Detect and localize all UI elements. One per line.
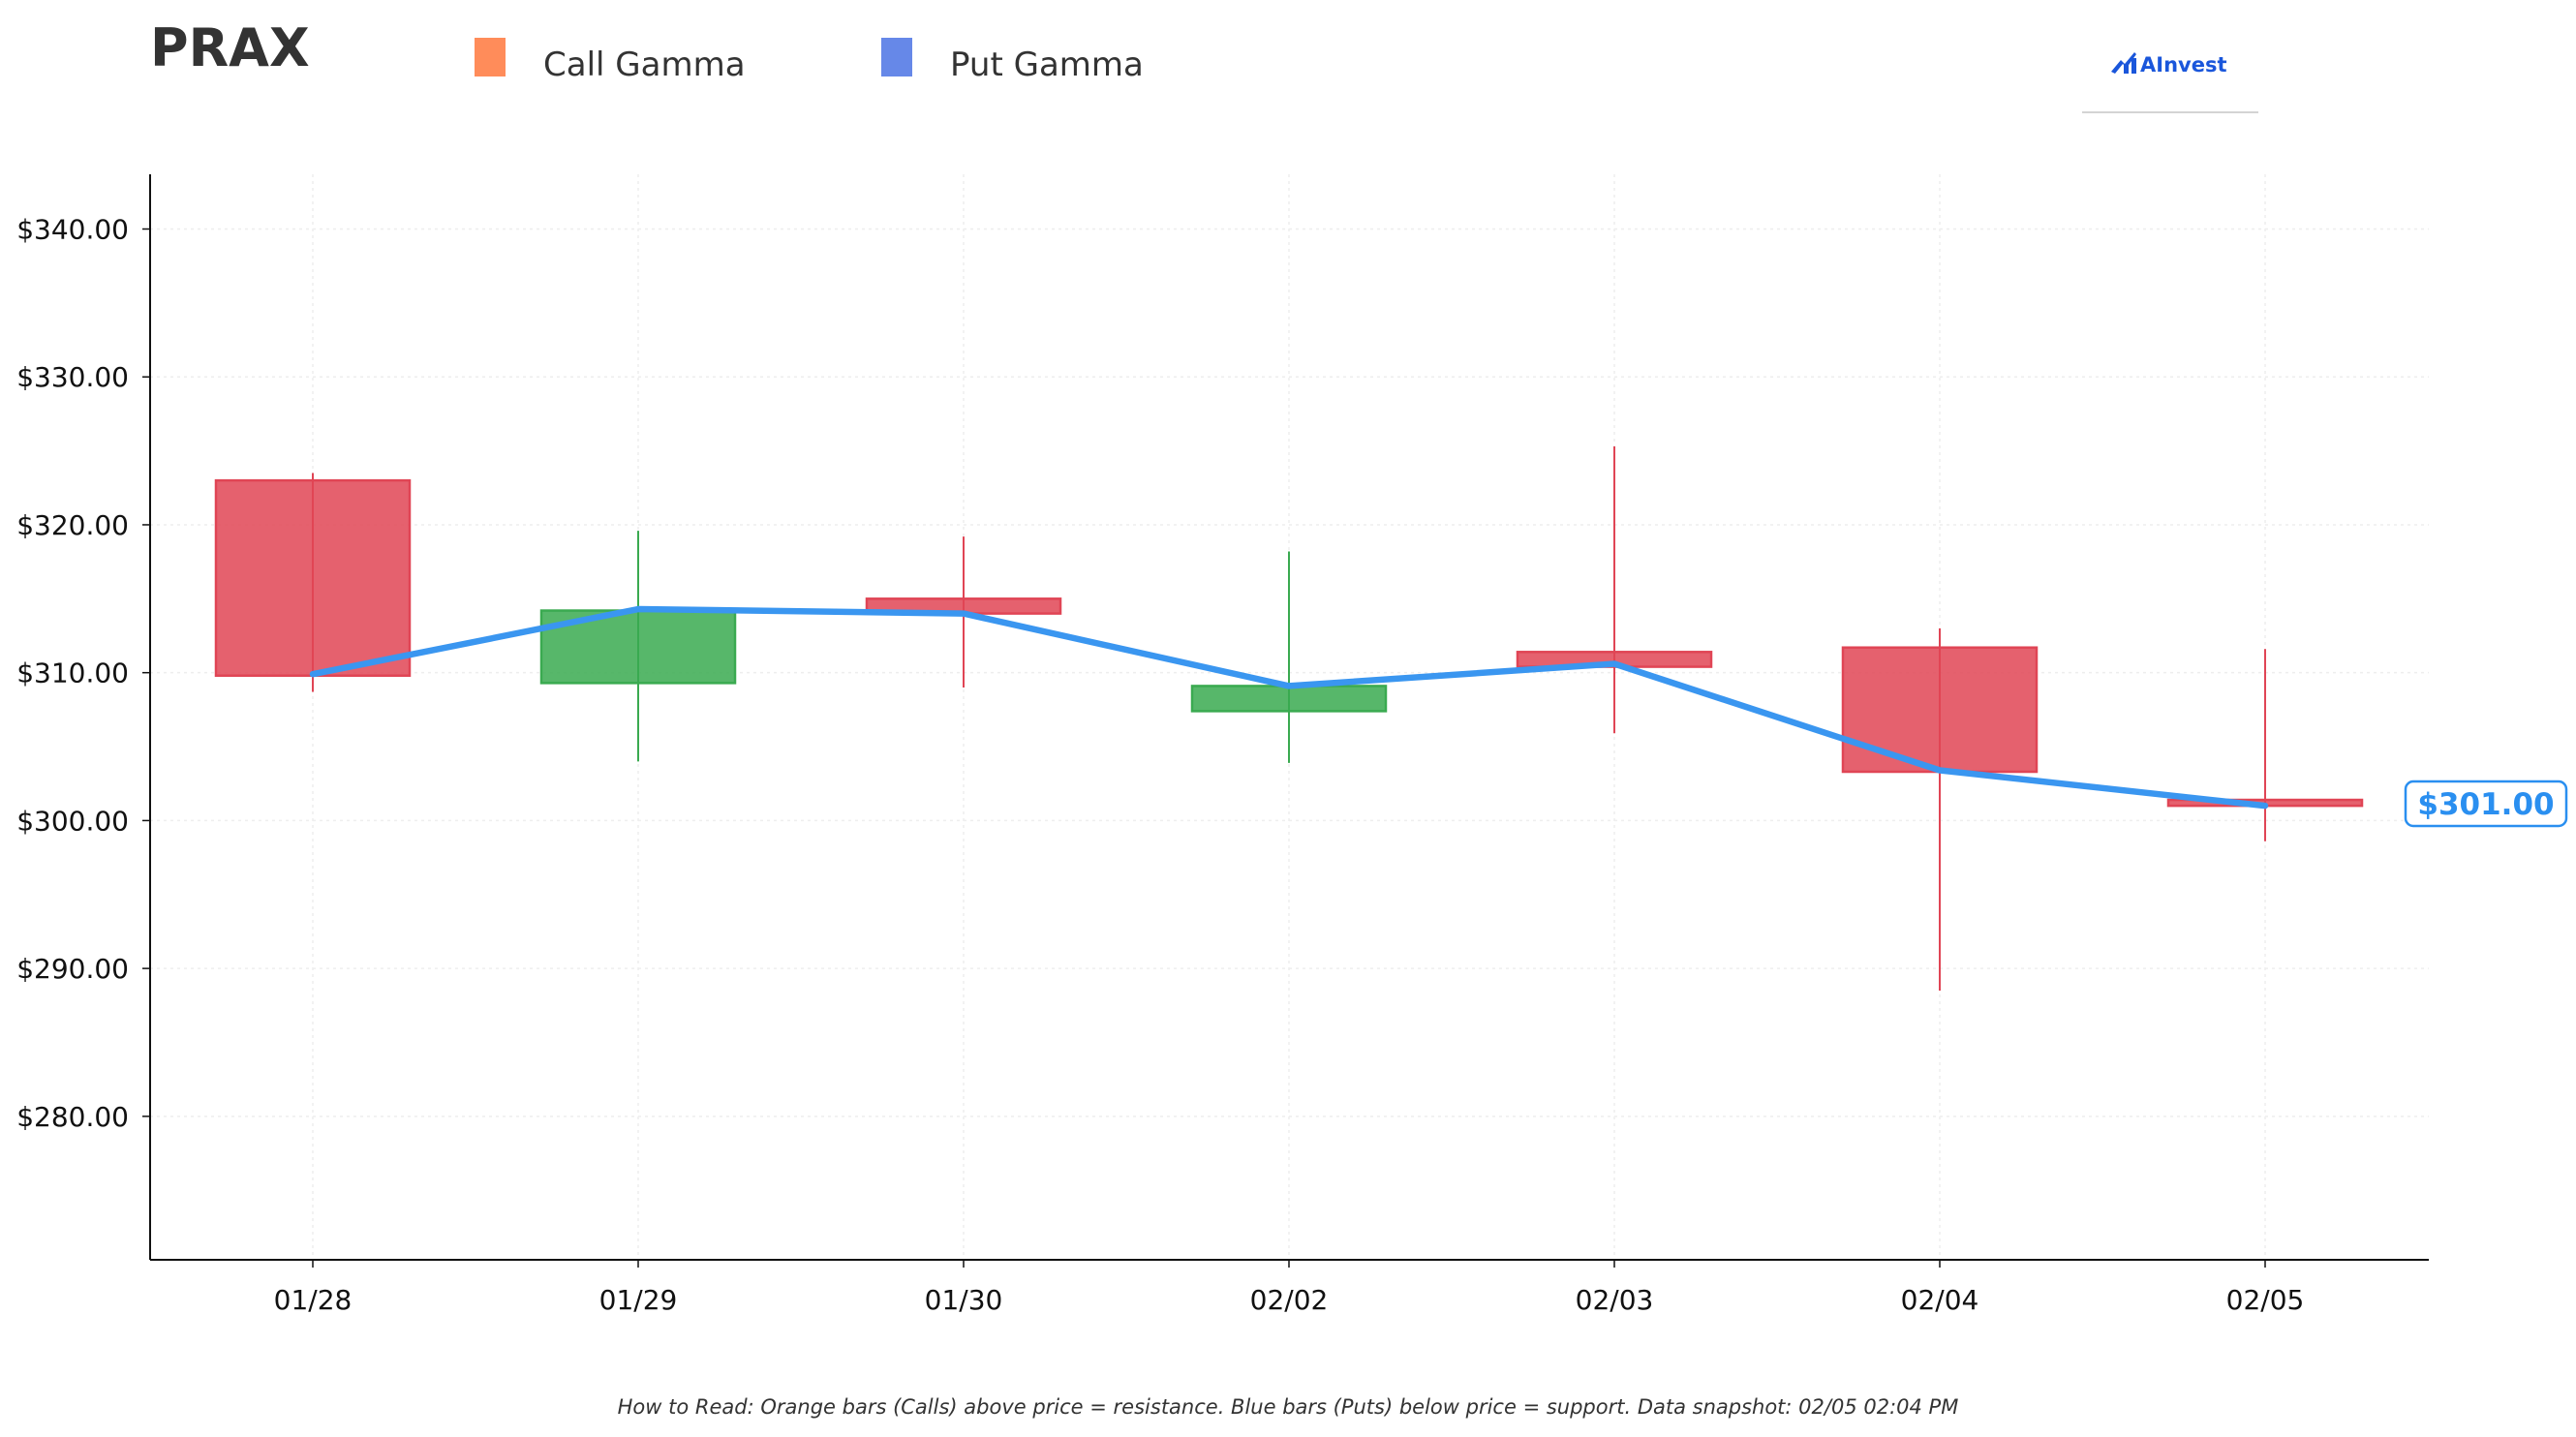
last-price-tag: $301.00 — [2404, 780, 2568, 828]
last-price-box — [2404, 780, 2568, 828]
y-tick-labels: $280.00 $290.00 $300.00 $310.00 $320.00 $330.… — [16, 214, 150, 1133]
price-line-layer — [309, 605, 2269, 810]
price-line — [309, 605, 2269, 810]
logo-text: AInvest — [2140, 53, 2227, 76]
candle-body — [1190, 685, 1388, 713]
y-tick-label: $310.00 — [16, 657, 129, 689]
ticker-title: PRAX — [150, 17, 310, 78]
put-gamma-legend-icon — [881, 38, 912, 76]
legend-call-gamma: Call Gamma — [543, 46, 746, 84]
ainvest-logo[interactable]: AInvest — [2082, 52, 2258, 113]
x-tick-labels: 01/28 01/29 01/30 02/02 02/03 02/04 02/05 — [274, 1260, 2305, 1316]
y-tick-label: $280.00 — [16, 1101, 129, 1133]
x-tick-label: 01/28 — [274, 1284, 353, 1316]
x-tick-label: 01/30 — [925, 1284, 1003, 1316]
y-tick-label: $290.00 — [16, 953, 129, 985]
x-tick-label: 02/05 — [2226, 1284, 2305, 1316]
candle-body — [1841, 646, 2039, 774]
x-tick-label: 02/03 — [1576, 1284, 1654, 1316]
x-tick-label: 02/04 — [1901, 1284, 1979, 1316]
candle-body — [214, 478, 412, 677]
ainvest-logo-icon — [2111, 52, 2136, 74]
y-tick-label: $320.00 — [16, 509, 129, 541]
legend-put-gamma: Put Gamma — [950, 46, 1144, 84]
x-tick-label: 02/02 — [1250, 1284, 1329, 1316]
x-tick-label: 01/29 — [599, 1284, 678, 1316]
last-price-label: $301.00 — [2417, 787, 2554, 822]
y-tick-label: $300.00 — [16, 805, 129, 837]
y-tick-label: $340.00 — [16, 214, 129, 246]
y-tick-label: $330.00 — [16, 361, 129, 393]
how-to-read-note: How to Read: Orange bars (Calls) above p… — [618, 1395, 1959, 1419]
call-gamma-legend-icon — [475, 38, 506, 76]
